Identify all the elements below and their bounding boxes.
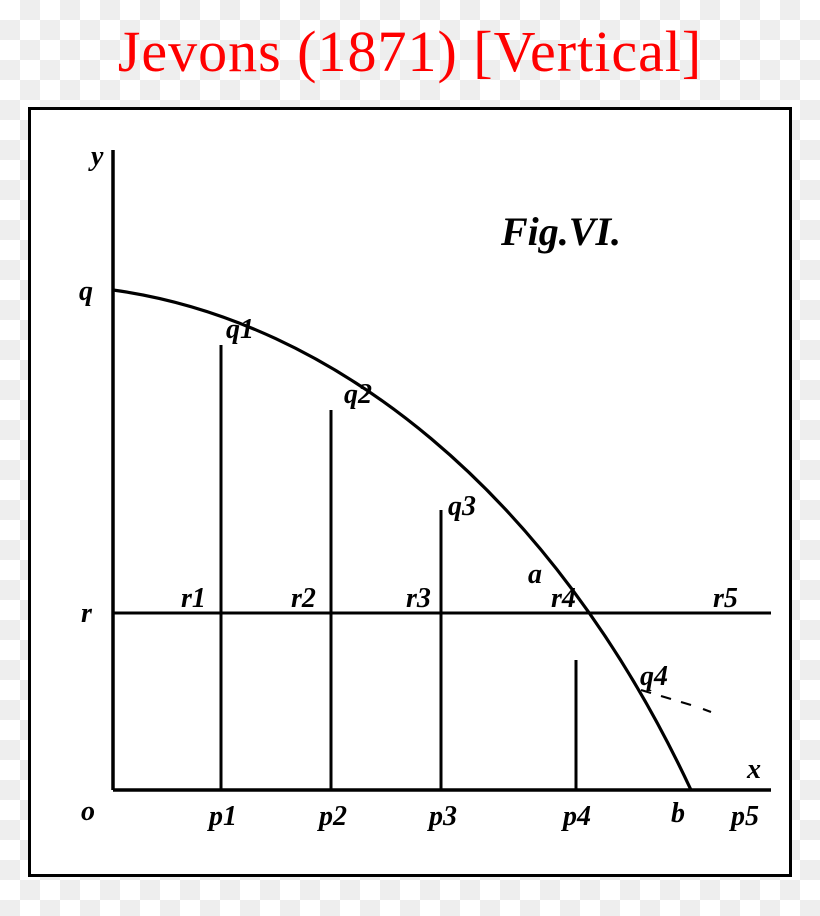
curve-point-labels: q1 q2 q3 a q4 <box>226 314 668 692</box>
x-axis-label: x <box>746 754 761 785</box>
figure-label: Fig.VI. <box>500 209 621 254</box>
q4-dash-tick <box>641 690 711 712</box>
y-axis-label: y <box>88 141 104 172</box>
r-label: r3 <box>406 583 431 614</box>
q-start-label: q <box>79 276 93 307</box>
p-label: p3 <box>427 801 457 832</box>
page-title: Jevons (1871) [Vertical] <box>0 0 820 95</box>
utility-curve <box>113 290 691 790</box>
p-label: p1 <box>207 801 237 832</box>
r-label: r1 <box>181 583 206 614</box>
curve-label: a <box>528 559 542 590</box>
jevons-diagram: Fig.VI. y x o q r b p1p2p3p4p5 r1r2r3r4r… <box>31 110 791 870</box>
r-start-label: r <box>81 598 93 629</box>
curve-label: q2 <box>344 379 372 410</box>
r-label: r5 <box>713 583 738 614</box>
curve-label: q1 <box>226 314 254 345</box>
r-label: r4 <box>551 583 576 614</box>
r-label: r2 <box>291 583 316 614</box>
origin-label: o <box>81 796 95 827</box>
p-label: p5 <box>729 801 759 832</box>
diagram-frame: Fig.VI. y x o q r b p1p2p3p4p5 r1r2r3r4r… <box>28 107 792 877</box>
vertical-drop-lines <box>221 345 741 790</box>
b-label: b <box>671 798 685 829</box>
curve-label: q4 <box>640 661 668 692</box>
p-label: p4 <box>561 801 591 832</box>
curve-label: q3 <box>448 491 476 522</box>
p-label: p2 <box>317 801 347 832</box>
r-line-labels: r1 r2 r3 r4 r5 <box>181 583 738 614</box>
